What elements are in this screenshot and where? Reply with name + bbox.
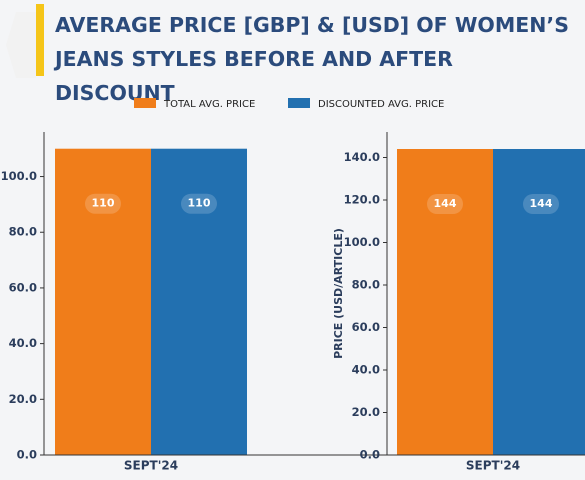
bar xyxy=(397,149,493,455)
bar xyxy=(55,148,151,455)
value-label: 144 xyxy=(434,197,457,210)
value-label-bg xyxy=(181,193,217,214)
value-label-bg xyxy=(523,194,559,214)
y-tick-label: 100.0 xyxy=(344,235,380,249)
y-tick-label: 140.0 xyxy=(344,150,380,164)
legend-swatch xyxy=(288,98,310,108)
value-label-bg xyxy=(85,193,121,214)
y-tick-label: 120.0 xyxy=(344,193,380,207)
y-tick-label: 80.0 xyxy=(352,278,380,292)
legend-label: TOTAL AVG. PRICE xyxy=(163,99,255,110)
value-label: 110 xyxy=(188,197,211,210)
accent-chevron xyxy=(6,12,36,78)
legend-swatch xyxy=(134,98,156,108)
y-tick-label: 40.0 xyxy=(9,336,37,350)
y-tick-label: 40.0 xyxy=(352,363,380,377)
accent-bar xyxy=(36,4,44,76)
value-label: 110 xyxy=(92,197,115,210)
y-tick-label: 0.0 xyxy=(17,448,37,462)
y-tick-label: 0.0 xyxy=(360,448,380,462)
bar xyxy=(493,149,585,455)
value-label-bg xyxy=(427,194,463,214)
y-tick-label: 100.0 xyxy=(1,169,37,183)
x-tick-label: SEPT'24 xyxy=(466,459,520,473)
x-tick-label: SEPT'24 xyxy=(124,459,178,473)
y-tick-label: 60.0 xyxy=(352,320,380,334)
bar xyxy=(151,148,247,455)
y-axis-label: PRICE (USD/ARTICLE) xyxy=(332,228,345,359)
value-label: 144 xyxy=(530,197,553,210)
title: AVERAGE PRICE [GBP] & [USD] OF WOMEN’S J… xyxy=(55,13,569,105)
y-tick-label: 20.0 xyxy=(9,392,37,406)
y-tick-label: 80.0 xyxy=(9,225,37,239)
y-tick-label: 60.0 xyxy=(9,280,37,294)
y-tick-label: 20.0 xyxy=(352,405,380,419)
legend-label: DISCOUNTED AVG. PRICE xyxy=(318,99,444,110)
